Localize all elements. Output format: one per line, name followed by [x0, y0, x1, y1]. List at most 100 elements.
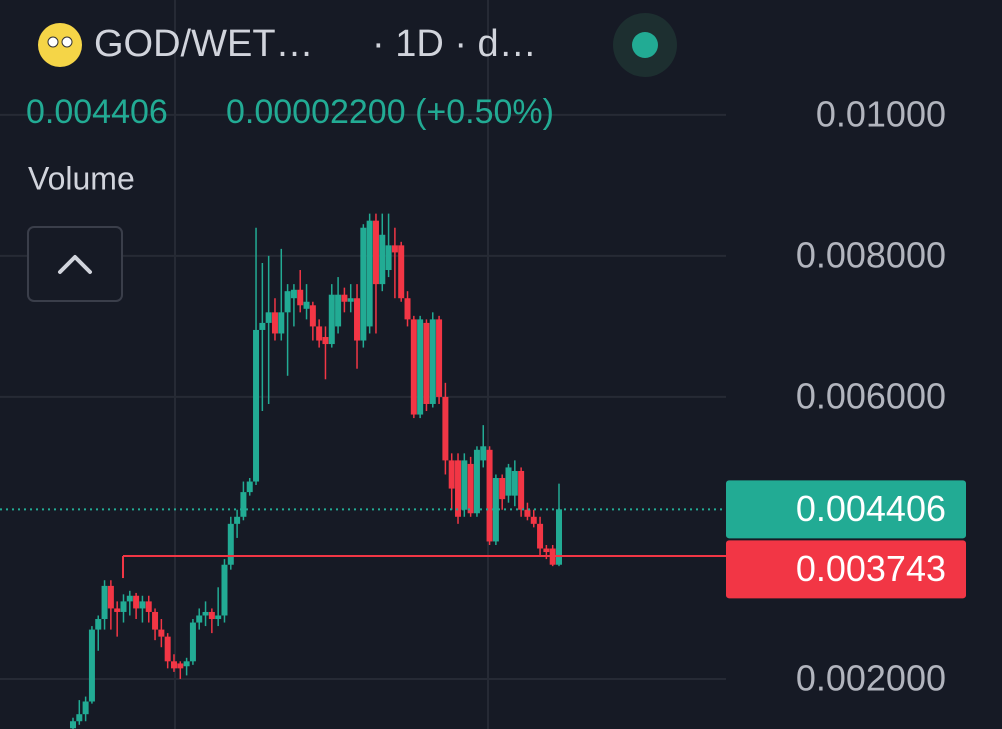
candle-body [360, 227, 367, 341]
candle-body [76, 714, 83, 722]
candle-body [297, 289, 304, 306]
candle-body [492, 478, 499, 542]
candle-body [341, 294, 348, 302]
interval[interactable]: · 1D · d… [372, 23, 537, 65]
candle-body [429, 319, 436, 404]
candle-body [246, 481, 253, 493]
candle-body [189, 622, 196, 662]
candle-body [240, 492, 247, 517]
candle-body [410, 319, 417, 415]
candle-body [95, 619, 102, 630]
candle-body [259, 322, 266, 330]
candle-body [309, 305, 316, 327]
price-label-box [726, 480, 966, 539]
candle-body [366, 220, 373, 327]
candle-body [177, 663, 184, 669]
candle-body [126, 595, 133, 602]
candle-body [70, 721, 76, 729]
candle-body [436, 319, 443, 397]
candle-body [202, 611, 209, 616]
candle-body [556, 509, 562, 565]
candle-body [88, 629, 95, 702]
candle-body [82, 701, 89, 715]
candle-body [271, 312, 278, 334]
chevron-up [58, 255, 92, 274]
icon-eye [47, 36, 59, 48]
collapse-button[interactable] [27, 226, 123, 302]
candle-body [107, 585, 114, 609]
candle-body [379, 234, 386, 285]
candle-body [398, 245, 405, 299]
candle-body [145, 601, 152, 612]
candle-body [347, 298, 354, 302]
price-label-box [726, 540, 966, 599]
candle-body [152, 611, 159, 630]
candle-body [417, 319, 424, 415]
symbol[interactable]: GOD/WET… [94, 23, 314, 65]
candle-body [183, 661, 190, 667]
candle-body [208, 611, 215, 620]
candle-body [335, 294, 342, 327]
candle-body [461, 460, 468, 510]
legend-volume: Volume [28, 160, 135, 196]
price-change: 0.00002200 (+0.50%) [226, 93, 554, 131]
candle-body [372, 220, 379, 285]
candle-body [486, 449, 493, 542]
candle-body [284, 291, 291, 313]
candle-body [423, 322, 430, 404]
candle-body [253, 329, 260, 482]
last-price: 0.004406 [26, 93, 168, 131]
candle-body [114, 608, 121, 612]
price-label: 0.003743 [796, 548, 946, 589]
candle-body [455, 460, 462, 517]
candle-body [158, 629, 165, 637]
price-axis: 0.01000 0.008000 0.006000 0.002000 0.004406 0… [726, 93, 966, 698]
plot [0, 213, 726, 729]
candle-body [215, 615, 222, 620]
candle-body [101, 585, 108, 620]
icon-eye [61, 36, 73, 48]
y-tick-label: 0.002000 [796, 657, 946, 698]
candle-body [480, 446, 487, 461]
candle-body [442, 396, 449, 461]
header: GOD/WET… · 1D · d… 0.004406 0.00002200 (… [26, 13, 677, 302]
status-dot [632, 32, 658, 58]
candle-body [499, 478, 506, 500]
candle-body [448, 460, 455, 489]
candle-body [537, 523, 544, 549]
candle-body [170, 661, 177, 669]
candle-body [290, 289, 297, 299]
candle-body [354, 298, 361, 341]
candle-body [385, 245, 392, 271]
candle-body [227, 523, 234, 565]
candle-body [322, 337, 329, 345]
candle-body [404, 298, 411, 320]
candle-body [133, 595, 140, 609]
candle-body [278, 312, 285, 334]
candle-body [139, 601, 146, 609]
candle-body [518, 470, 525, 510]
candle-body [303, 301, 310, 309]
candle-body [120, 601, 127, 612]
candle-body [316, 326, 323, 341]
y-tick-label: 0.008000 [796, 234, 946, 275]
candle-body [328, 294, 335, 345]
candle-body [221, 564, 228, 616]
price-label: 0.004406 [796, 488, 946, 529]
candle-body [196, 615, 203, 623]
candle-body [265, 312, 272, 323]
candle-body [467, 463, 474, 514]
y-tick-label: 0.006000 [796, 375, 946, 416]
symbol-icon[interactable] [38, 23, 82, 67]
candle-body [543, 548, 550, 553]
candle-body [530, 516, 537, 524]
candle-body [524, 509, 531, 517]
candle-body [234, 516, 241, 524]
y-tick-label: 0.01000 [816, 93, 946, 134]
candle-body [391, 245, 398, 253]
candle-body [164, 636, 171, 662]
candle-body [505, 467, 512, 496]
candle-body [511, 470, 518, 496]
